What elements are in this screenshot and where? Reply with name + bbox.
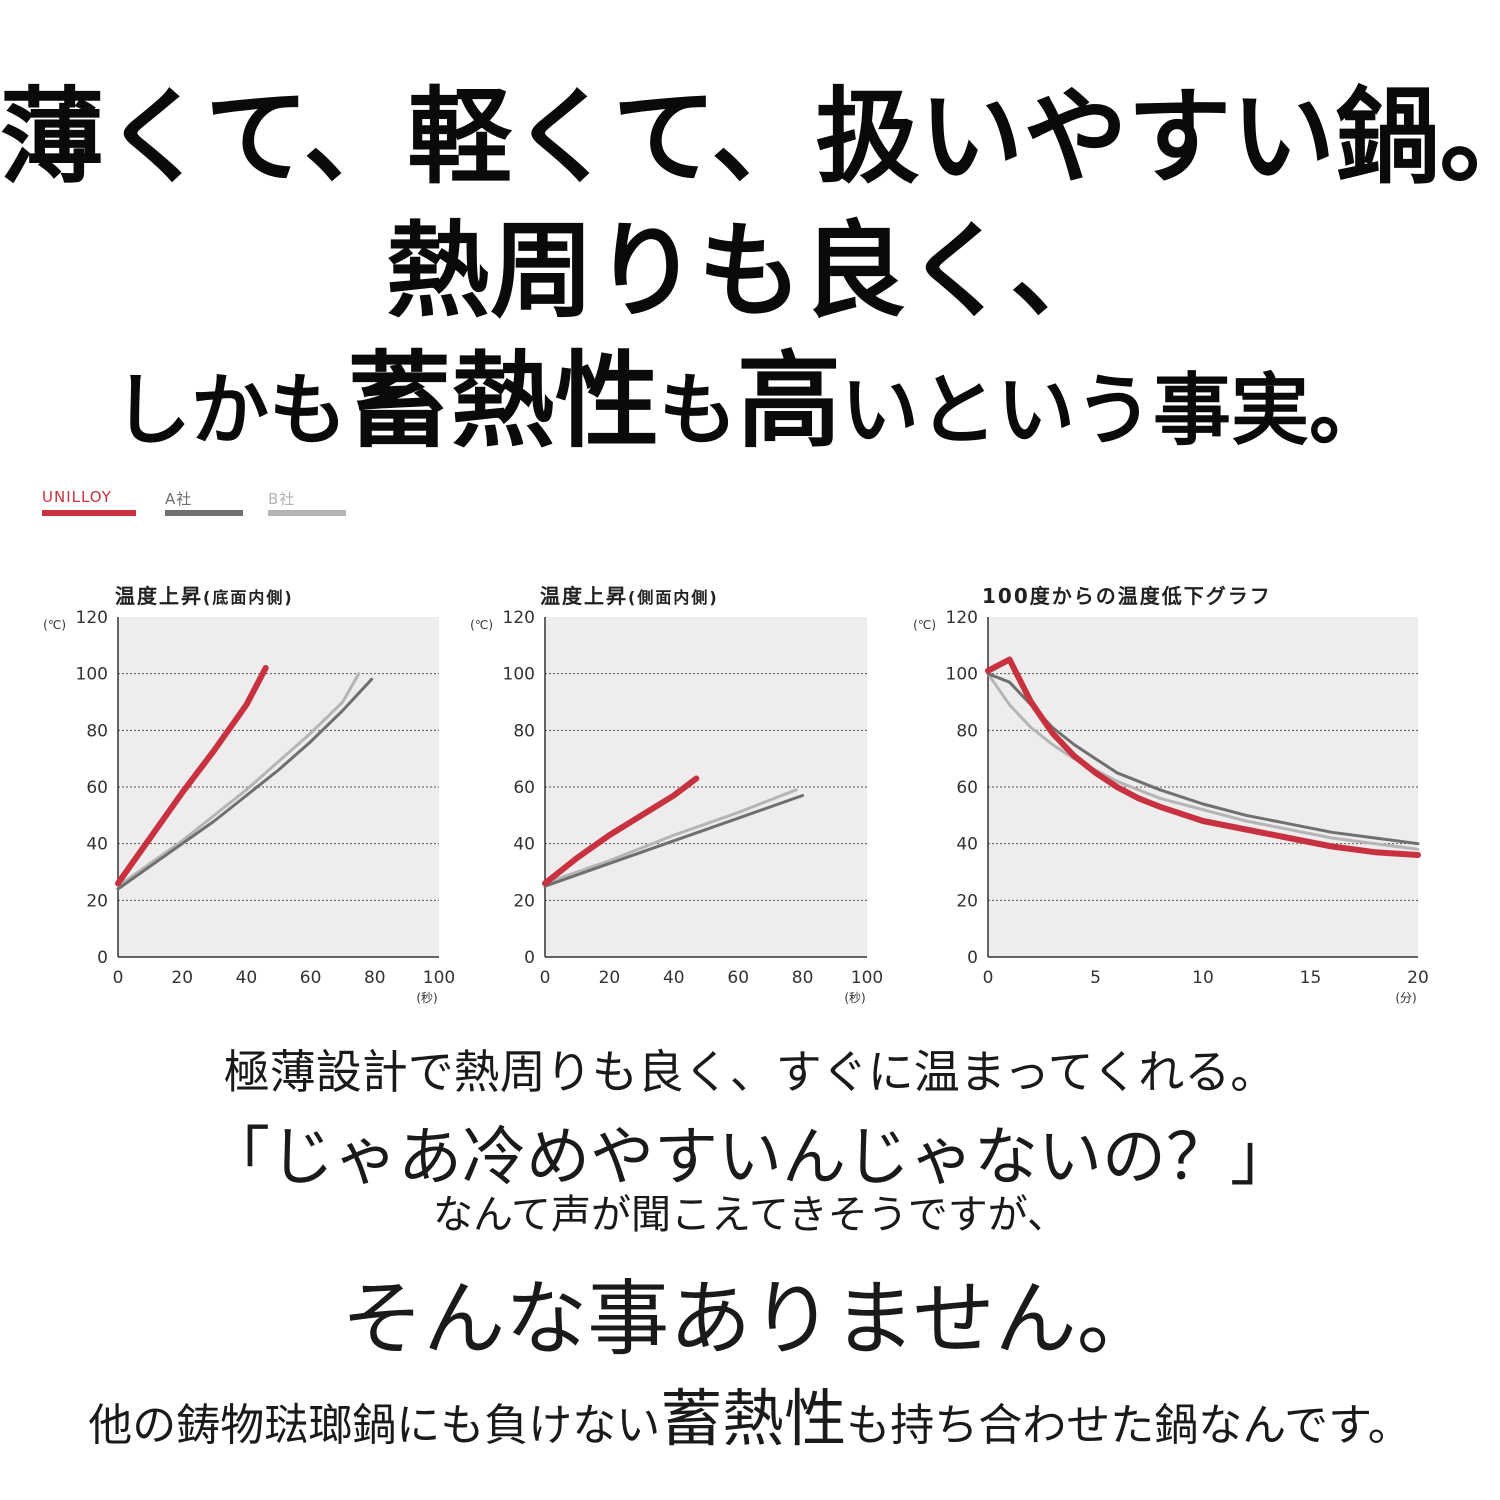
y-tick-label-bottom: 0 xyxy=(97,948,108,968)
y-tick-label-cooling: 120 xyxy=(946,608,978,628)
legend-unilloy: UNILLOY xyxy=(42,488,136,516)
body-5-part-a: 他の鋳物琺瑯鍋にも負けない xyxy=(88,1400,661,1451)
series-line-b-bottom xyxy=(116,672,361,888)
y-tick-label-bottom: 40 xyxy=(86,835,108,855)
x-tick-label-side: 100 xyxy=(851,968,883,988)
x-tick-label-bottom: 80 xyxy=(364,968,386,988)
x-tick-label-side: 60 xyxy=(727,968,749,988)
x-tick-label-side: 20 xyxy=(599,968,621,988)
series-line-a-side xyxy=(543,794,805,888)
y-tick-label-cooling: 100 xyxy=(946,665,978,685)
y-unit-label-cooling: (℃) xyxy=(913,618,936,632)
y-tick-label-cooling: 20 xyxy=(956,891,978,911)
series-line-unilloy-side xyxy=(542,775,700,887)
body-line-3: なんて声が聞こえてきそうですが、 xyxy=(433,1192,1067,1238)
body-line-1: 極薄設計で熱周りも良く、すぐに温まってくれる。 xyxy=(223,1045,1277,1099)
body-line-5: 他の鋳物琺瑯鍋にも負けない蓄熱性も持ち合わせた鍋なんです。 xyxy=(0,1368,1500,1458)
headline-3-part-b: 蓄熱性 xyxy=(346,339,659,462)
legend-swatch-a xyxy=(165,510,243,516)
x-tick-label-bottom: 40 xyxy=(236,968,258,988)
series-line-unilloy-cooling xyxy=(985,656,1421,858)
body-5-part-c: も持ち合わせた鍋なんです。 xyxy=(846,1400,1412,1451)
y-tick-label-side: 100 xyxy=(503,665,535,685)
legend-label-b: B社 xyxy=(268,490,296,508)
headline-line-2: 熱周りも良く、 xyxy=(385,209,1114,332)
headline-3-part-e: いという事実。 xyxy=(841,365,1388,456)
y-tick-label-cooling: 80 xyxy=(956,721,978,741)
body-line-2: 「じゃあ冷めやすいんじゃないの？」 xyxy=(206,1121,1294,1195)
y-tick-label-side: 80 xyxy=(513,721,535,741)
y-tick-label-bottom: 120 xyxy=(76,608,108,628)
x-tick-label-cooling: 0 xyxy=(983,968,994,988)
headline-line-3: しかも蓄熱性も高いという事実。 xyxy=(0,316,1500,467)
y-unit-label-side: (℃) xyxy=(470,618,493,632)
body-line-4: そんな事ありません。 xyxy=(341,1272,1159,1367)
x-tick-label-bottom: 60 xyxy=(300,968,322,988)
y-tick-label-side: 20 xyxy=(513,891,535,911)
x-tick-label-cooling: 15 xyxy=(1300,968,1322,988)
y-tick-label-side: 120 xyxy=(503,608,535,628)
legend-swatch-b xyxy=(268,510,346,516)
legend-label-unilloy: UNILLOY xyxy=(42,488,112,506)
x-tick-label-bottom: 20 xyxy=(171,968,193,988)
chart-title-side-main: 温度上昇 xyxy=(540,584,628,608)
x-tick-label-side: 40 xyxy=(663,968,685,988)
headline-line-1: 薄くて、軽くて、扱いやすい鍋。 xyxy=(0,75,1500,198)
series-line-b-side xyxy=(543,788,798,885)
series-line-b-cooling xyxy=(986,672,1420,851)
headline-3-part-c: も xyxy=(658,365,737,456)
chart-title-side-sub: (側面内側) xyxy=(628,588,719,607)
series-line-a-bottom xyxy=(116,677,374,891)
x-tick-label-cooling: 10 xyxy=(1192,968,1214,988)
x-tick-label-cooling: 5 xyxy=(1090,968,1101,988)
series-line-unilloy-bottom xyxy=(115,665,269,887)
x-tick-label-bottom: 0 xyxy=(113,968,124,988)
chart-title-cooling: 100度からの温度低下グラフ xyxy=(982,580,1272,609)
body-5-part-b: 蓄熱性 xyxy=(660,1382,847,1455)
y-tick-label-side: 40 xyxy=(513,835,535,855)
chart-title-bottom-sub: (底面内側) xyxy=(203,588,294,607)
x-unit-label-side: (秒) xyxy=(844,991,865,1005)
chart-title-bottom: 温度上昇(底面内側) xyxy=(115,580,294,609)
x-unit-label-bottom: (秒) xyxy=(416,991,437,1005)
x-tick-label-bottom: 100 xyxy=(423,968,455,988)
y-tick-label-side: 60 xyxy=(513,778,535,798)
y-tick-label-side: 0 xyxy=(524,948,535,968)
y-tick-label-cooling: 60 xyxy=(956,778,978,798)
x-tick-label-side: 0 xyxy=(540,968,551,988)
x-tick-label-side: 80 xyxy=(792,968,814,988)
legend-a: A社 xyxy=(165,488,243,516)
plot-area-cooling xyxy=(988,617,1418,957)
y-tick-label-bottom: 80 xyxy=(86,721,108,741)
legend-b: B社 xyxy=(268,488,346,516)
headline-3-part-d: 高 xyxy=(737,339,842,462)
y-tick-label-cooling: 40 xyxy=(956,835,978,855)
y-unit-label-bottom: (℃) xyxy=(43,618,66,632)
x-tick-label-cooling: 20 xyxy=(1407,968,1429,988)
y-tick-label-bottom: 20 xyxy=(86,891,108,911)
chart-title-cooling-main: 100度からの温度低下グラフ xyxy=(982,584,1272,608)
headline-3-part-a: しかも xyxy=(112,365,347,456)
legend-swatch-unilloy xyxy=(42,510,136,516)
y-tick-label-cooling: 0 xyxy=(967,948,978,968)
y-tick-label-bottom: 60 xyxy=(86,778,108,798)
chart-title-side: 温度上昇(側面内側) xyxy=(540,580,719,609)
y-tick-label-bottom: 100 xyxy=(76,665,108,685)
x-unit-label-cooling: (分) xyxy=(1395,991,1416,1005)
chart-title-bottom-main: 温度上昇 xyxy=(115,584,203,608)
legend-label-a: A社 xyxy=(165,490,193,508)
